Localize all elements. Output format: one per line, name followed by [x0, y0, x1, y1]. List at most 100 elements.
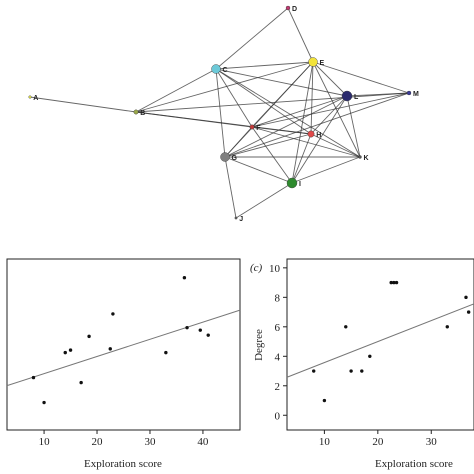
scatter-panel-right: (c) 10 20 30 0 2 4 6 8 10 Exploration score Deg…: [250, 258, 474, 470]
edge-G-H: [224, 133, 312, 158]
edge-G-L: [224, 95, 348, 158]
node-label-H: H: [316, 132, 321, 139]
data-point-right-5: [368, 354, 372, 358]
x-tick-label-left-10: 10: [39, 436, 51, 448]
network-graph: A B C D E F G H I J K L M: [28, 5, 419, 223]
edge-E-K: [312, 61, 361, 158]
edge-H-K: [310, 133, 361, 158]
node-L: [341, 90, 353, 102]
data-point-right-9: [445, 325, 449, 329]
edge-I-J: [235, 182, 293, 219]
node-K: [358, 155, 362, 159]
edge-L-K: [346, 95, 361, 158]
node-label-I: I: [299, 181, 301, 188]
y-tick-label-right-10: 10: [269, 263, 281, 275]
node-label-L: L: [354, 94, 359, 101]
node-label-E: E: [320, 60, 325, 67]
data-point-right-11: [466, 310, 471, 314]
x-axis-label-left: Exploration score: [84, 458, 162, 470]
scatter-panel-left: 10 20 30 40 Exploration score: [6, 258, 241, 470]
panel-label-c: (c): [250, 262, 263, 274]
plot-frame-left: [6, 258, 241, 431]
node-H: [307, 130, 315, 138]
node-J: [234, 216, 238, 220]
node-label-M: M: [413, 91, 419, 98]
data-point-right-4: [360, 369, 364, 373]
edge-C-H: [215, 68, 312, 135]
fit-line-left: [6, 309, 241, 387]
node-A: [28, 95, 32, 99]
node-label-A: A: [33, 95, 38, 102]
edge-G-I: [224, 156, 293, 184]
edge-C-K: [215, 68, 361, 158]
plot-frame-right: [286, 258, 474, 431]
edge-C-E: [215, 61, 314, 70]
edge-C-D: [215, 7, 289, 70]
node-label-J: J: [239, 216, 243, 223]
data-point-left-1: [42, 400, 46, 405]
edge-B-C: [135, 68, 217, 113]
x-axis-label-right: Exploration score: [375, 458, 453, 470]
data-point-right-10: [464, 295, 468, 300]
data-point-left-2: [63, 350, 67, 355]
node-C: [211, 64, 221, 74]
x-tick-label-right-20: 20: [372, 436, 384, 448]
edge-C-L: [215, 68, 348, 97]
edge-F-M: [251, 92, 410, 128]
data-point-left-0: [31, 375, 36, 380]
data-point-right-6: [389, 280, 393, 285]
node-D: [285, 5, 291, 11]
edge-F-I: [251, 126, 293, 184]
x-tick-label-right-30: 30: [426, 436, 438, 448]
node-label-D: D: [292, 6, 297, 13]
edge-H-L: [310, 95, 348, 135]
edge-F-L: [251, 95, 348, 128]
x-tick-label-left-30: 30: [144, 436, 156, 448]
data-point-left-5: [87, 334, 91, 339]
node-F: [249, 124, 255, 130]
data-point-right-0: [312, 369, 316, 373]
edge-A-B: [29, 96, 137, 113]
edge-I-L: [291, 95, 348, 184]
edge-D-E: [287, 7, 314, 63]
node-E: [308, 57, 318, 67]
edge-F-H: [251, 126, 312, 135]
edge-I-K: [291, 156, 361, 184]
y-tick-label-right-8: 8: [275, 292, 281, 304]
data-point-left-7: [111, 312, 115, 316]
x-tick-label-left-20: 20: [92, 436, 104, 448]
data-point-left-11: [198, 328, 202, 332]
y-tick-label-right-2: 2: [275, 381, 281, 393]
edge-G-J: [224, 156, 237, 219]
node-I: [286, 177, 298, 189]
node-label-F: F: [256, 125, 261, 132]
data-point-right-8: [394, 280, 399, 285]
data-point-left-4: [79, 380, 83, 385]
x-tick-label-left-40: 40: [197, 436, 209, 448]
node-label-K: K: [364, 155, 369, 162]
data-point-left-8: [164, 350, 168, 355]
data-point-right-1: [322, 398, 327, 403]
edge-E-L: [312, 61, 348, 97]
data-point-left-6: [108, 347, 112, 351]
edge-G-M: [224, 92, 410, 158]
data-point-left-10: [185, 325, 189, 330]
data-point-right-2: [344, 325, 348, 329]
node-M: [406, 90, 412, 96]
y-tick-label-right-4: 4: [275, 351, 281, 363]
node-label-G: G: [232, 155, 238, 162]
edge-L-M: [346, 92, 410, 97]
node-label-C: C: [223, 67, 228, 74]
node-label-B: B: [140, 110, 145, 117]
node-G: [220, 152, 230, 162]
edge-F-G: [224, 126, 253, 158]
edge-C-F: [215, 68, 253, 128]
edge-E-M: [312, 61, 410, 94]
data-point-right-3: [349, 369, 353, 373]
x-tick-label-right-10: 10: [319, 436, 331, 448]
y-tick-label-right-6: 6: [275, 322, 281, 334]
data-point-left-12: [206, 333, 210, 337]
edge-F-K: [251, 126, 361, 158]
y-axis-label-right: Degree: [253, 329, 265, 361]
